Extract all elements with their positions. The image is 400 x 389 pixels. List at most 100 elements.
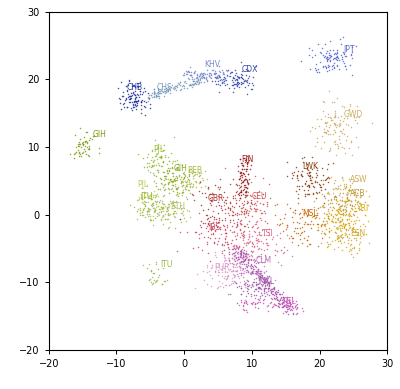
Point	[216, 217, 222, 223]
Point	[304, 243, 310, 249]
Point	[239, 161, 246, 168]
Point	[197, 172, 203, 178]
Point	[227, 206, 234, 212]
Point	[221, 247, 228, 253]
Point	[333, 207, 340, 214]
Point	[341, 150, 348, 156]
Point	[336, 133, 342, 139]
Point	[322, 194, 328, 201]
Point	[208, 283, 214, 289]
Point	[331, 177, 338, 183]
Point	[255, 259, 261, 266]
Point	[328, 115, 334, 121]
Point	[224, 68, 231, 74]
Point	[343, 203, 350, 210]
Point	[240, 302, 246, 308]
Point	[333, 56, 339, 63]
Point	[232, 233, 238, 239]
Point	[319, 165, 325, 171]
Point	[292, 207, 298, 213]
Point	[219, 273, 225, 279]
Point	[182, 178, 188, 184]
Point	[327, 122, 333, 128]
Point	[334, 63, 340, 70]
Point	[191, 172, 198, 178]
Point	[256, 268, 263, 274]
Point	[189, 170, 195, 177]
Point	[265, 229, 272, 235]
Point	[114, 85, 121, 91]
Point	[226, 267, 232, 273]
Point	[342, 231, 349, 237]
Point	[240, 170, 247, 176]
Point	[139, 194, 146, 201]
Point	[221, 199, 227, 205]
Point	[362, 212, 368, 218]
Point	[254, 280, 260, 287]
Point	[332, 151, 339, 158]
Point	[237, 279, 244, 286]
Point	[156, 90, 162, 96]
Point	[323, 218, 330, 224]
Point	[186, 181, 193, 187]
Point	[270, 303, 277, 309]
Point	[240, 265, 246, 272]
Point	[315, 221, 322, 227]
Point	[238, 79, 244, 86]
Point	[214, 74, 220, 80]
Point	[177, 79, 184, 85]
Point	[327, 54, 334, 60]
Point	[336, 121, 342, 127]
Point	[234, 219, 240, 225]
Point	[192, 179, 199, 186]
Point	[208, 226, 214, 232]
Point	[234, 222, 240, 228]
Point	[319, 45, 325, 51]
Point	[345, 222, 352, 228]
Point	[204, 71, 210, 77]
Point	[250, 270, 256, 276]
Point	[337, 128, 343, 134]
Point	[340, 211, 346, 217]
Point	[117, 96, 123, 102]
Point	[216, 73, 222, 79]
Point	[264, 288, 271, 294]
Point	[187, 72, 193, 78]
Point	[186, 189, 193, 196]
Point	[140, 85, 147, 91]
Point	[294, 175, 300, 181]
Point	[327, 130, 333, 137]
Point	[252, 235, 259, 241]
Point	[244, 198, 250, 204]
Point	[342, 198, 348, 204]
Point	[338, 232, 344, 238]
Point	[238, 172, 245, 178]
Point	[320, 218, 326, 224]
Point	[149, 281, 155, 287]
Point	[243, 279, 249, 285]
Point	[254, 206, 260, 212]
Point	[216, 268, 222, 275]
Point	[211, 227, 218, 233]
Point	[294, 219, 300, 225]
Point	[201, 70, 208, 76]
Point	[221, 74, 228, 81]
Point	[169, 178, 176, 184]
Point	[283, 226, 290, 232]
Point	[332, 112, 338, 118]
Point	[279, 291, 285, 298]
Point	[302, 180, 308, 186]
Point	[325, 189, 331, 196]
Point	[170, 182, 176, 188]
Point	[242, 189, 248, 195]
Point	[301, 228, 307, 234]
Point	[298, 171, 304, 177]
Point	[321, 113, 328, 119]
Point	[225, 282, 232, 288]
Point	[166, 85, 172, 91]
Point	[326, 52, 333, 58]
Point	[235, 273, 242, 279]
Point	[268, 286, 274, 293]
Point	[248, 179, 254, 186]
Point	[332, 193, 338, 199]
